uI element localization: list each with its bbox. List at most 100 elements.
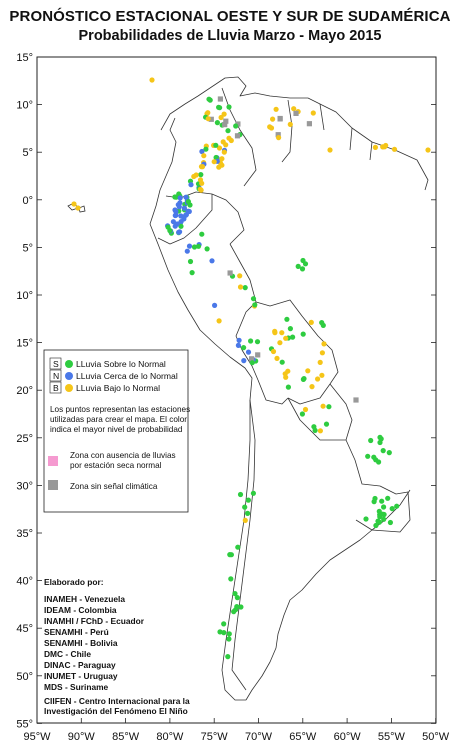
station-dot (353, 397, 359, 403)
station-dot (275, 132, 281, 138)
lat-tick-label: 30° (16, 480, 33, 492)
station-dot (320, 322, 326, 328)
station-dot (199, 164, 206, 170)
station-dot (300, 331, 306, 337)
station-dot (199, 180, 205, 186)
legend-swatch-bajo (65, 384, 73, 392)
station-dot (279, 359, 285, 365)
station-dot (193, 172, 199, 178)
lat-tick-label: 25° (16, 433, 33, 445)
station-dot (277, 340, 283, 346)
no-signal-label: Zona sin señal climática (70, 482, 158, 491)
station-dot (172, 194, 178, 200)
station-dot (305, 368, 311, 374)
station-dot (187, 258, 194, 265)
station-dot (306, 121, 312, 127)
lat-tick-label: 5° (22, 242, 33, 254)
station-dot (234, 604, 240, 610)
credit-senamhi-bolivia: SENAMHI - Bolivia (44, 638, 118, 648)
credit-dinac: DINAC - Paraguay (44, 660, 116, 670)
lat-tick-label: 45° (16, 623, 33, 635)
guianas-borders (319, 103, 373, 161)
map-subtitle: Probabilidades de Lluvia Marzo - Mayo 20… (78, 28, 382, 44)
station-dot (309, 384, 315, 390)
station-dot (376, 519, 382, 525)
station-dot (221, 630, 227, 636)
station-dot (208, 116, 214, 122)
station-dot (197, 186, 203, 192)
station-dot (214, 120, 220, 126)
station-dot (248, 338, 254, 344)
station-dot (226, 631, 232, 637)
legend-note-3: indica el mayor nivel de probabilidad (50, 425, 183, 434)
station-dot (323, 421, 330, 427)
station-dot (245, 497, 251, 503)
station-dot (225, 654, 231, 660)
station-dot (308, 319, 314, 325)
station-dot (237, 284, 244, 290)
station-dot (245, 349, 252, 355)
station-dot (173, 212, 179, 218)
station-dot (212, 302, 218, 308)
lon-tick-label: 50°W (422, 731, 450, 743)
station-dot (310, 110, 316, 116)
station-dot (234, 595, 240, 601)
station-dot (189, 270, 195, 276)
legend-letter-s: S (53, 359, 59, 369)
lon-tick-label: 60°W (334, 731, 362, 743)
station-dot (377, 434, 383, 440)
station-dot (225, 128, 231, 134)
station-dot (291, 106, 297, 112)
station-dot (213, 142, 219, 148)
lat-tick-label: 15° (16, 52, 33, 64)
station-dot (380, 448, 386, 454)
argentina-brazil-uruguay-border (345, 439, 411, 533)
station-dot (187, 202, 193, 208)
station-dot (372, 495, 378, 502)
station-dot (177, 195, 183, 201)
lat-tick-label: 0° (22, 195, 33, 207)
station-dot (178, 223, 184, 229)
station-dot (363, 516, 369, 522)
legend-label-sobre: LLuvia Sobre lo Normal (76, 359, 166, 369)
legend-letter-b: B (53, 383, 59, 393)
station-dot (242, 504, 248, 510)
legend-letter-n: N (53, 371, 59, 381)
station-dot (315, 376, 321, 382)
station-dot (227, 270, 233, 276)
station-dot (218, 114, 224, 121)
station-dot (290, 334, 296, 340)
station-dot (245, 510, 251, 516)
station-dot (203, 146, 209, 152)
station-dot (173, 209, 179, 215)
station-dot (385, 495, 391, 501)
station-dot (170, 219, 176, 225)
lon-tick-label: 75°W (201, 731, 229, 743)
station-dot (287, 121, 293, 127)
station-dot (381, 516, 387, 522)
station-dot (228, 576, 234, 582)
station-dot (381, 504, 387, 510)
station-dot (167, 228, 173, 234)
station-dot (221, 111, 227, 117)
station-dot (237, 273, 243, 279)
continent-outline (149, 76, 429, 701)
chile-argentina-border (231, 399, 256, 691)
station-dot (365, 453, 371, 459)
station-dot (216, 145, 223, 151)
station-dot (320, 403, 326, 409)
legend: S LLuvia Sobre lo Normal N LLuvia Cerca … (43, 349, 190, 513)
map-title: PRONÓSTICO ESTACIONAL OESTE Y SUR DE SUD… (9, 8, 451, 25)
station-dot (273, 106, 279, 112)
station-dot (327, 147, 333, 153)
station-dot (249, 360, 255, 366)
station-dot (379, 498, 385, 504)
colombia-peru-border (211, 193, 245, 245)
station-dot (285, 368, 291, 374)
bolivia-paraguay-border (287, 383, 331, 405)
station-dot (319, 350, 325, 356)
station-dot (321, 341, 327, 347)
station-dot (235, 121, 241, 127)
lat-tick-label: 50° (16, 671, 33, 683)
